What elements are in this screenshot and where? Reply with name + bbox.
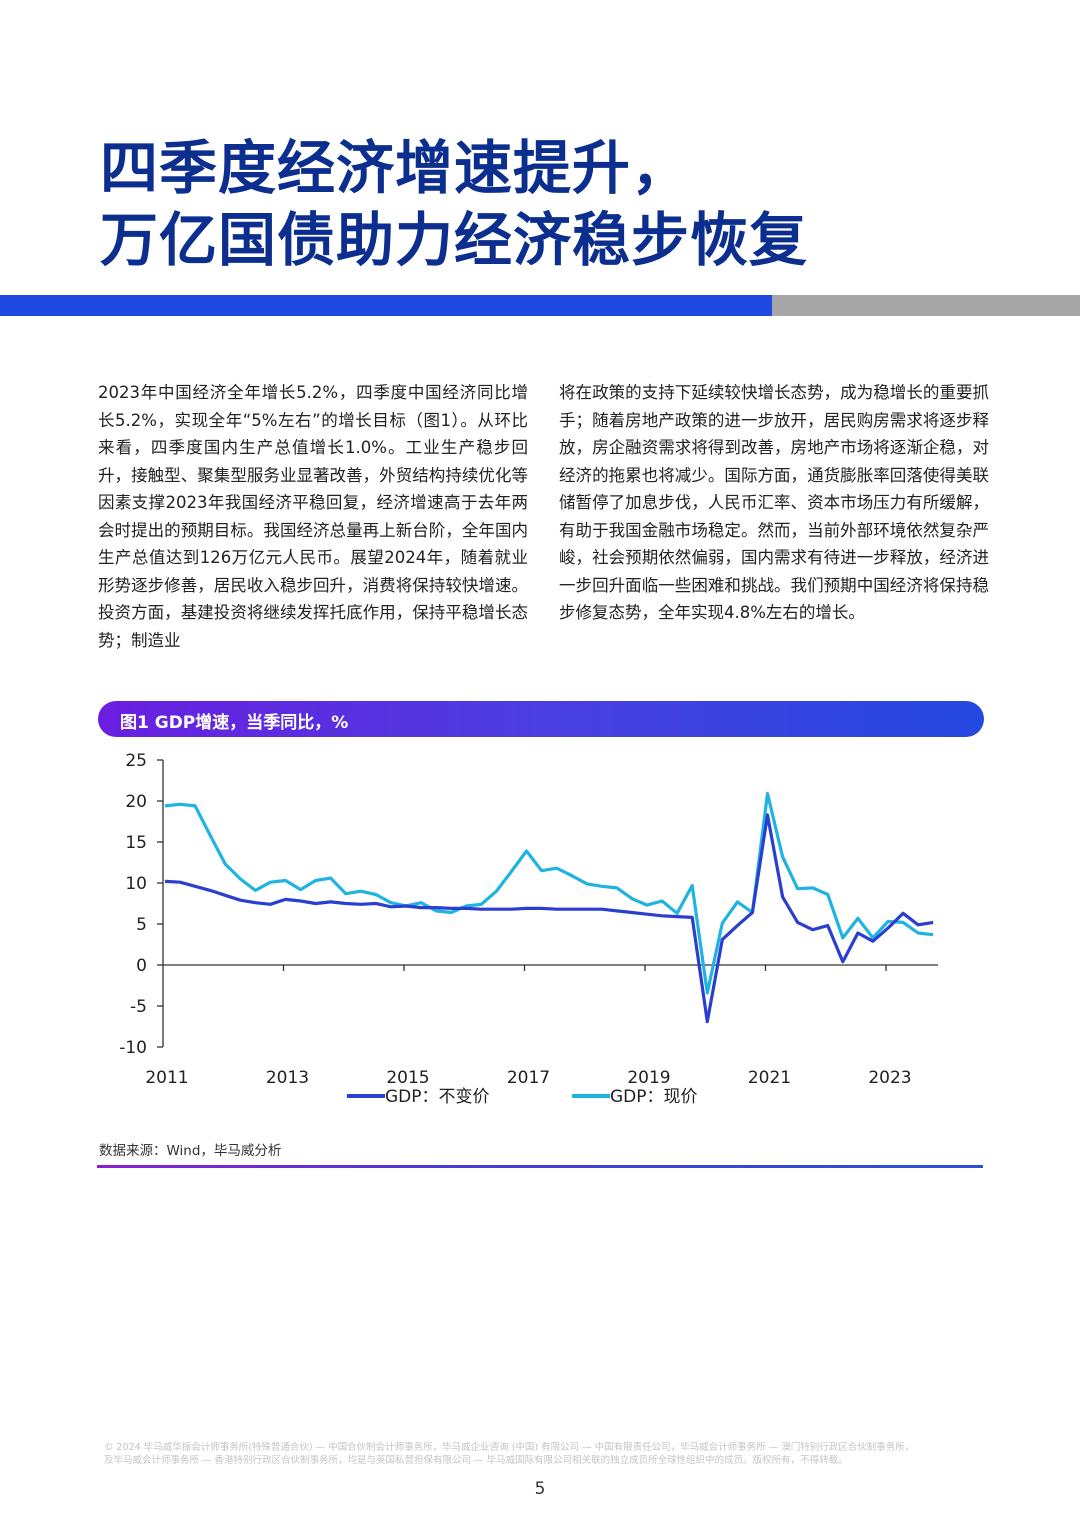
legend-real-gdp: GDP：不变价 [385,1087,490,1107]
y-tick-label: 0 [136,956,147,976]
series-real-gdp-line [164,813,934,1024]
figure-header: 图1 GDP增速，当季同比，% [98,701,984,737]
body-text-left-column: 2023年中国经济全年增长5.2%，四季度中国经济同比增长5.2%，实现全年“5… [98,383,528,650]
legend-nominal-gdp: GDP：现价 [610,1087,698,1107]
y-tick-label: 5 [136,915,147,935]
figure-title: 图1 GDP增速，当季同比，% [120,713,349,733]
x-tick-label: 2023 [868,1068,911,1088]
y-tick-label: 10 [125,874,147,894]
copyright-line-1: © 2024 毕马威华振会计师事务所(特殊普通合伙) — 中国合伙制会计师事务所… [104,1442,915,1453]
figure-divider [97,1165,983,1168]
x-tick-label: 2013 [266,1068,309,1088]
y-tick-label: 15 [125,833,147,853]
x-tick-label: 2011 [145,1068,188,1088]
x-tick-label: 2015 [386,1068,429,1088]
x-tick-label: 2021 [748,1068,791,1088]
gdp-line-chart: 25 20 15 10 5 0 -5 -10 2011 2013 2015 2017 2019 2021 2… [100,745,980,1125]
x-tick-label: 2017 [507,1068,550,1088]
copyright-footer: © 2024 毕马威华振会计师事务所(特殊普通合伙) — 中国合伙制会计师事务所… [104,1441,984,1467]
page-number: 5 [534,1479,546,1499]
body-text-right-column: 将在政策的支持下延续较快增长态势，成为稳增长的重要抓手；随着房地产政策的进一步放… [559,383,989,622]
series-nominal-gdp-line [164,791,934,995]
title-line-2: 万亿国债助力经济稳步恢复 [100,206,809,274]
y-tick-label: -10 [119,1038,147,1058]
y-tick-label: -5 [130,997,147,1017]
y-tick-label: 20 [125,792,147,812]
page-title: 四季度经济增速提升， 万亿国债助力经济稳步恢复 [100,132,808,276]
title-accent-bar [0,295,772,316]
title-grey-bar [772,295,1080,316]
x-tick-label: 2019 [627,1068,670,1088]
copyright-line-2: 及毕马威会计师事务所 — 香港特别行政区合伙制事务所，均是与英国私营担保有限公司… [104,1455,848,1466]
title-line-1: 四季度经济增速提升， [100,134,691,202]
data-source-note: 数据来源：Wind，毕马威分析 [99,1143,282,1159]
y-tick-label: 25 [125,751,147,771]
